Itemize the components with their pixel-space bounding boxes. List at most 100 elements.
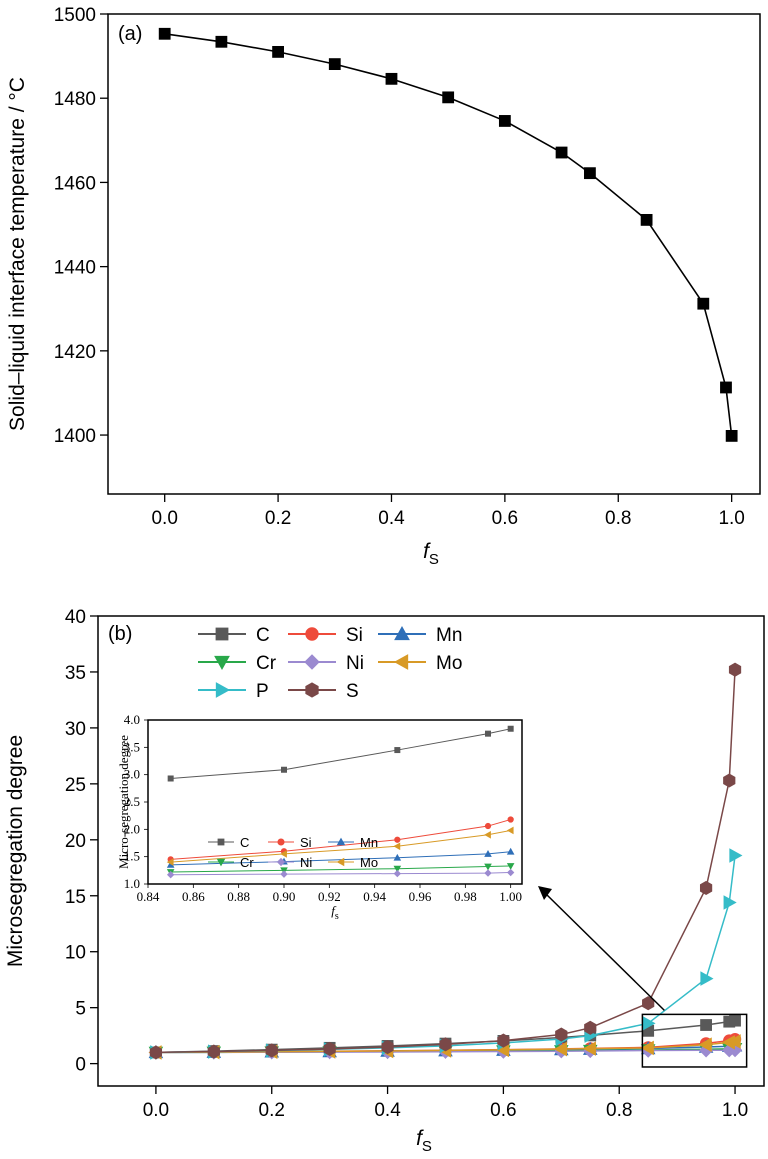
inset-data-point-mn	[506, 847, 515, 855]
inset-x-tick-label: 0.98	[454, 889, 477, 904]
inset-data-point-c	[167, 775, 174, 782]
data-point-s	[265, 1043, 278, 1058]
inset-data-point-mo	[484, 831, 491, 839]
inset-data-point-c	[280, 766, 287, 773]
data-point-c	[700, 1019, 712, 1031]
y-tick-label: 1460	[54, 173, 96, 194]
data-point	[584, 167, 596, 180]
y-tick-label: 30	[65, 719, 86, 740]
y-tick-label: 1440	[54, 258, 96, 279]
data-point	[328, 58, 341, 71]
legend-label-p: P	[256, 681, 269, 702]
y-tick-label: 40	[65, 607, 86, 628]
y-axis-title: Solid–liquid interface temperature / °C	[6, 77, 29, 431]
inset-data-point-cr	[484, 863, 492, 871]
legend: C Si Mn Cr Ni Mo P S	[198, 625, 462, 702]
inset-series-c	[167, 725, 514, 782]
inset-background	[118, 710, 536, 932]
x-axis-title-var: f	[416, 1127, 424, 1150]
y-tick-label: 1480	[54, 89, 96, 110]
x-tick-label: 1.0	[722, 1100, 748, 1121]
inset-chart: 0.84 0.86 0.88 0.90 0.92 0.94 0.96 0.98 1.00 1.0 1…	[116, 710, 536, 932]
y-tick-label: 15	[65, 887, 86, 908]
inset-y-tick-label: 2.5	[124, 794, 140, 809]
data-point-s	[381, 1039, 394, 1055]
legend-label-c: C	[256, 625, 270, 646]
inset-legend-marker-si	[277, 838, 285, 846]
legend-marker-ni	[304, 654, 320, 670]
data-point	[385, 72, 398, 85]
y-axis-title: Microsegregation degree	[4, 735, 27, 967]
inset-data-point-mn	[393, 853, 402, 861]
legend-marker-cr	[214, 655, 230, 671]
panel-b-chart: 0.0 0.2 0.4 0.6 0.8 1.00510152025303540(b)Mic…	[4, 607, 765, 1155]
inset-data-point-mo	[393, 842, 401, 851]
inset-y-tick-label: 1.5	[124, 849, 140, 864]
inset-data-point-ni	[484, 869, 492, 877]
inset-x-axis-title-sub: s	[335, 911, 339, 922]
data-point-mo	[727, 1034, 741, 1049]
data-point-mo	[582, 1041, 596, 1056]
inset-x-tick-label: 0.90	[273, 889, 296, 904]
inset-x-axis-title-var: f	[331, 903, 337, 918]
x-tick-label: 0.0	[151, 508, 177, 529]
panel-label: (a)	[118, 23, 142, 45]
x-tick-label: 1.0	[718, 508, 744, 529]
data-point-mo	[553, 1041, 567, 1057]
inset-data-point-ni	[166, 871, 175, 879]
inset-legend-marker-mo	[336, 857, 345, 867]
inset-legend-label-si: Si	[300, 835, 312, 850]
data-point-s	[728, 662, 742, 677]
panel-a-chart: 0.0 0.2 0.4 0.6 0.8 1.0 1400 1420 1440 1460 1480 15…	[6, 5, 761, 568]
data-point-s	[555, 1027, 568, 1042]
legend-label-mn: Mn	[436, 625, 462, 646]
data-point	[720, 381, 732, 394]
panel-label: (b)	[108, 623, 132, 645]
y-tick-label: 1500	[54, 5, 96, 26]
data-point-p	[700, 971, 714, 986]
inset-legend-label-cr: Cr	[240, 855, 254, 870]
data-point-c	[729, 1014, 741, 1027]
inset-data-point-si	[394, 836, 401, 843]
inset-data-point-si	[507, 816, 514, 823]
inset-x-tick-label: 0.88	[227, 889, 250, 904]
data-point-s	[584, 1020, 597, 1035]
x-tick-label: 0.6	[492, 508, 518, 529]
inset-y-tick-label: 4.0	[124, 712, 140, 727]
inset-x-tick-label: 0.84	[137, 889, 160, 904]
data-point-p	[729, 848, 743, 863]
legend-marker-si	[305, 627, 319, 641]
y-tick-label: 20	[65, 831, 86, 852]
inset-x-tick-label: 1.00	[499, 889, 522, 904]
legend-label-si: Si	[346, 625, 363, 646]
legend-marker-c	[215, 627, 229, 641]
data-point-s	[699, 880, 713, 895]
inset-data-point-mn	[484, 849, 492, 857]
inset-legend-marker-mn	[336, 837, 346, 846]
inset-y-tick-label: 2.0	[124, 821, 140, 836]
data-point	[498, 115, 511, 127]
inset-data-point-mo	[280, 850, 287, 858]
inset-data-point-c	[507, 725, 514, 732]
x-axis-title: fS	[416, 1127, 432, 1155]
legend-marker-mn	[394, 625, 410, 641]
inset-series-mo	[166, 826, 514, 866]
inset-data-point-ni	[393, 869, 402, 878]
x-axis-title-var: f	[423, 540, 431, 563]
data-point-s	[723, 773, 736, 788]
x-tick-label: 0.4	[378, 508, 405, 529]
x-tick-label: 0.6	[490, 1100, 516, 1121]
inset-series-ni	[166, 868, 515, 879]
inset-legend-label-c: C	[240, 835, 249, 850]
inset-y-tick-label: 3.0	[124, 767, 140, 782]
inset-y-axis-title: Micro-segregation degree	[116, 735, 131, 869]
inset-x-tick-label: 0.96	[409, 889, 432, 904]
inset-x-tick-label: 0.94	[363, 889, 386, 904]
inset-data-point-mo	[166, 858, 174, 866]
inset-data-point-cr	[506, 863, 515, 870]
x-tick-label: 0.2	[259, 1100, 285, 1121]
data-point	[697, 297, 710, 310]
inset-x-tick-label: 0.86	[182, 889, 205, 904]
inset-series-si	[167, 816, 514, 863]
